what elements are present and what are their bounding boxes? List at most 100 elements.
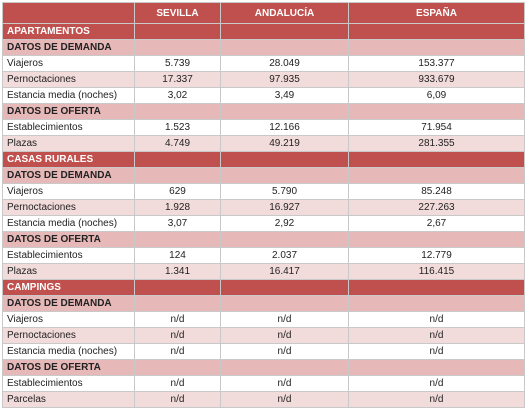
data-row: Plazas 1.341 16.417 116.415	[2, 263, 525, 280]
value-cell: n/d	[348, 343, 525, 360]
row-label: Pernoctaciones	[2, 199, 135, 216]
section-row: CAMPINGS	[2, 279, 525, 296]
value-cell: 85.248	[348, 183, 525, 200]
header-row: SEVILLA ANDALUCÍA ESPAÑA	[2, 2, 525, 24]
header-blank	[2, 2, 135, 24]
data-row: Viajeros 629 5.790 85.248	[2, 183, 525, 200]
group-cell	[220, 359, 349, 376]
value-cell: 629	[134, 183, 221, 200]
section-row: APARTAMENTOS	[2, 23, 525, 40]
value-cell: 1.341	[134, 263, 221, 280]
value-cell: 2.037	[220, 247, 349, 264]
group-cell	[348, 359, 525, 376]
group-cell	[134, 103, 221, 120]
section-cell	[220, 23, 349, 40]
section-cell	[220, 151, 349, 168]
section-cell	[134, 23, 221, 40]
row-label: Viajeros	[2, 183, 135, 200]
value-cell: 281.355	[348, 135, 525, 152]
value-cell: 124	[134, 247, 221, 264]
value-cell: 3,49	[220, 87, 349, 104]
value-cell: 3,07	[134, 215, 221, 232]
value-cell: 16.927	[220, 199, 349, 216]
value-cell: 49.219	[220, 135, 349, 152]
value-cell: 16.417	[220, 263, 349, 280]
value-cell: n/d	[134, 375, 221, 392]
row-label: Establecimientos	[2, 119, 135, 136]
section-cell	[348, 151, 525, 168]
value-cell: n/d	[220, 391, 349, 408]
row-label: Parcelas	[2, 391, 135, 408]
value-cell: 12.779	[348, 247, 525, 264]
row-label: Plazas	[2, 135, 135, 152]
data-table: SEVILLA ANDALUCÍA ESPAÑA APARTAMENTOS DATOS…	[2, 2, 525, 408]
data-row: Establecimientos n/d n/d n/d	[2, 375, 525, 392]
row-label: Pernoctaciones	[2, 71, 135, 88]
row-label: Estancia media (noches)	[2, 343, 135, 360]
data-row: Pernoctaciones 1.928 16.927 227.263	[2, 199, 525, 216]
value-cell: 1.928	[134, 199, 221, 216]
table-body: APARTAMENTOS DATOS DE DEMANDA Viajeros 5.73…	[2, 23, 525, 408]
value-cell: n/d	[134, 343, 221, 360]
group-cell	[348, 167, 525, 184]
value-cell: 227.263	[348, 199, 525, 216]
value-cell: n/d	[348, 311, 525, 328]
group-cell	[348, 295, 525, 312]
group-row: DATOS DE DEMANDA	[2, 295, 525, 312]
value-cell: 933.679	[348, 71, 525, 88]
group-title: DATOS DE DEMANDA	[2, 295, 135, 312]
data-row: Establecimientos 1.523 12.166 71.954	[2, 119, 525, 136]
group-cell	[348, 231, 525, 248]
group-cell	[134, 39, 221, 56]
value-cell: 116.415	[348, 263, 525, 280]
value-cell: 3,02	[134, 87, 221, 104]
section-cell	[134, 151, 221, 168]
section-title: CAMPINGS	[2, 279, 135, 296]
value-cell: 12.166	[220, 119, 349, 136]
section-cell	[134, 279, 221, 296]
row-label: Viajeros	[2, 55, 135, 72]
group-row: DATOS DE OFERTA	[2, 231, 525, 248]
data-row: Pernoctaciones 17.337 97.935 933.679	[2, 71, 525, 88]
column-header: ANDALUCÍA	[220, 2, 349, 24]
data-row: Parcelas n/d n/d n/d	[2, 391, 525, 408]
value-cell: 17.337	[134, 71, 221, 88]
group-title: DATOS DE OFERTA	[2, 359, 135, 376]
row-label: Estancia media (noches)	[2, 87, 135, 104]
group-cell	[348, 39, 525, 56]
section-cell	[220, 279, 349, 296]
value-cell: n/d	[134, 327, 221, 344]
group-cell	[134, 295, 221, 312]
column-header: SEVILLA	[134, 2, 221, 24]
data-row: Viajeros n/d n/d n/d	[2, 311, 525, 328]
row-label: Viajeros	[2, 311, 135, 328]
row-label: Pernoctaciones	[2, 327, 135, 344]
group-cell	[134, 231, 221, 248]
value-cell: n/d	[134, 311, 221, 328]
value-cell: 1.523	[134, 119, 221, 136]
section-title: CASAS RURALES	[2, 151, 135, 168]
value-cell: n/d	[134, 391, 221, 408]
value-cell: 6,09	[348, 87, 525, 104]
value-cell: 28.049	[220, 55, 349, 72]
data-row: Plazas 4.749 49.219 281.355	[2, 135, 525, 152]
group-row: DATOS DE DEMANDA	[2, 167, 525, 184]
row-label: Establecimientos	[2, 375, 135, 392]
group-row: DATOS DE DEMANDA	[2, 39, 525, 56]
group-cell	[134, 167, 221, 184]
section-title: APARTAMENTOS	[2, 23, 135, 40]
value-cell: 2,67	[348, 215, 525, 232]
group-cell	[348, 103, 525, 120]
value-cell: n/d	[220, 375, 349, 392]
value-cell: 4.749	[134, 135, 221, 152]
value-cell: n/d	[348, 375, 525, 392]
group-row: DATOS DE OFERTA	[2, 359, 525, 376]
group-title: DATOS DE OFERTA	[2, 103, 135, 120]
row-label: Establecimientos	[2, 247, 135, 264]
data-row: Estancia media (noches) n/d n/d n/d	[2, 343, 525, 360]
group-cell	[134, 359, 221, 376]
row-label: Plazas	[2, 263, 135, 280]
column-header: ESPAÑA	[348, 2, 525, 24]
group-cell	[220, 167, 349, 184]
data-row: Estancia media (noches) 3,07 2,92 2,67	[2, 215, 525, 232]
